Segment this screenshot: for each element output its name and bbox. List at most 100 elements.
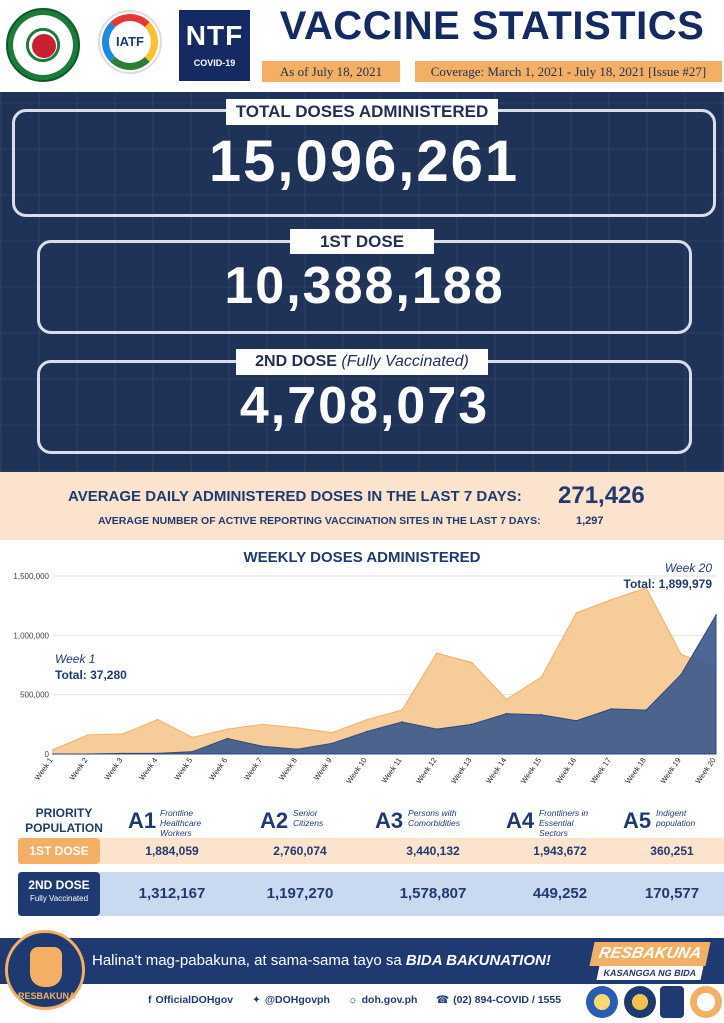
second-dose-point <box>331 742 333 745</box>
second-dose-point <box>505 712 508 715</box>
second-dose-point <box>680 673 682 676</box>
hotline-contact: ☎ (02) 894-COVID / 1555 <box>436 994 561 1006</box>
facebook-handle: OfficialDOHgov <box>155 994 234 1006</box>
first-dose-point <box>87 734 89 736</box>
week1-annotation: Week 1 <box>55 652 95 666</box>
twitter-handle: @DOHgovph <box>264 994 330 1006</box>
y-tick-label: 1,500,000 <box>13 572 49 581</box>
dose-stats-section: TOTAL DOSES ADMINISTERED 15,096,261 1ST … <box>0 92 724 472</box>
category-code: A5 <box>623 808 652 833</box>
total-doses-value: 15,096,261 <box>208 129 520 194</box>
first-dose-point <box>540 676 543 678</box>
first-dose-label: 1ST DOSE <box>290 229 434 254</box>
banner-message-text: Halina't mag-pabakuna, at sama-sama tayo… <box>92 952 406 969</box>
first-dose-point <box>226 728 229 730</box>
first-dose-point <box>296 727 299 729</box>
first-dose-point <box>121 733 124 735</box>
y-tick-label: 1,000,000 <box>13 631 49 640</box>
first-dose-point <box>366 718 368 721</box>
x-tick-label: Week 13 <box>449 756 473 785</box>
first-dose-a1: 1,884,059 <box>145 844 199 858</box>
second-dose-row: 2ND DOSE Fully Vaccinated 1,312,167 1,19… <box>18 872 724 916</box>
header: IATF NTF COVID-19 VACCINE STATISTICS As … <box>0 0 724 92</box>
first-dose-point <box>156 718 159 721</box>
weekly-doses-chart: WEEKLY DOSES ADMINISTERED 0 500,000 1,000,… <box>0 542 724 792</box>
category-code: A3 <box>375 808 404 833</box>
x-tick-label: Week 9 <box>312 756 334 782</box>
second-dose-point <box>191 750 194 753</box>
second-dose-a1: 1,312,167 <box>138 885 206 902</box>
first-dose-a4: 1,943,672 <box>533 844 587 858</box>
second-dose-point <box>575 719 578 722</box>
week20-total-annotation: Total: 1,899,979 <box>624 577 713 591</box>
x-tick-label: Week 2 <box>68 756 90 782</box>
hotline-number: (02) 894-COVID / 1555 <box>453 994 562 1006</box>
x-tick-label: Week 10 <box>344 756 368 785</box>
iatf-logo: IATF <box>98 10 162 74</box>
week1-total-annotation: Total: 37,280 <box>55 668 127 682</box>
second-dose-point <box>436 728 438 730</box>
second-dose-point <box>366 730 368 733</box>
phone-icon: ☎ <box>436 994 450 1006</box>
x-tick-label: Week 17 <box>589 756 613 785</box>
contact-bar: f OfficialDOHgov ✦ @DOHgovph ☼ doh.gov.ph ☎… <box>0 992 724 1012</box>
priority-population-table: PRIORITY POPULATION A1 Frontline Healthc… <box>0 800 724 920</box>
ntf-logo-subtext: COVID-19 <box>193 58 236 68</box>
second-dose-point <box>470 723 473 726</box>
second-dose-point <box>540 714 543 716</box>
second-dose-a4: 449,252 <box>532 885 588 902</box>
second-dose-point <box>261 745 264 748</box>
first-dose-point <box>470 661 473 664</box>
total-doses-label: TOTAL DOSES ADMINISTERED <box>226 99 498 125</box>
pia-logo-icon <box>660 986 684 1018</box>
twitter-contact[interactable]: ✦ @DOHgovph <box>252 994 330 1006</box>
coverage-period: Coverage: March 1, 2021 - July 18, 2021 … <box>415 61 722 82</box>
x-tick-label: Week 3 <box>103 756 125 782</box>
second-dose-point <box>226 737 229 740</box>
dilg-seal-icon <box>690 986 722 1018</box>
agency-seal-icon <box>586 986 618 1018</box>
x-tick-label: Week 1 <box>33 756 55 782</box>
x-tick-label: Week 6 <box>207 756 229 782</box>
first-dose-a3: 3,440,132 <box>406 844 460 858</box>
second-dose-a2: 1,197,270 <box>266 885 334 902</box>
first-dose-point <box>645 587 648 589</box>
resbakuna-logo-text: RESBAKUNA <box>589 942 711 966</box>
second-dose-area <box>53 613 717 755</box>
x-tick-label: Week 18 <box>624 756 648 785</box>
x-tick-label: Week 4 <box>137 756 159 782</box>
first-dose-row: 1ST DOSE 1,884,059 2,760,074 3,440,132 1… <box>18 838 724 864</box>
website-contact[interactable]: ☼ doh.gov.ph <box>348 994 417 1006</box>
x-tick-label: Week 5 <box>172 756 194 782</box>
y-tick-label: 0 <box>45 750 50 759</box>
second-dose-row-note: Fully Vaccinated <box>29 894 89 903</box>
hand-icon <box>30 947 62 987</box>
resbakuna-mascot-logo: RESBAKUNA <box>5 930 85 1010</box>
second-dose-point <box>645 709 648 711</box>
x-tick-label: Week 20 <box>693 756 717 785</box>
category-code: A2 <box>260 808 289 833</box>
category-desc: Frontline Healthcare Workers <box>160 808 202 838</box>
second-dose-label: 2ND DOSE (Fully Vaccinated) <box>236 349 488 375</box>
y-tick-label: 500,000 <box>20 691 49 700</box>
second-dose-a3: 1,578,807 <box>399 885 467 902</box>
second-dose-point <box>715 614 717 616</box>
twitter-icon: ✦ <box>252 994 261 1006</box>
x-tick-label: Week 19 <box>658 756 682 785</box>
globe-icon: ☼ <box>348 994 358 1006</box>
iatf-logo-text: IATF <box>116 34 144 49</box>
banner-message: Halina't mag-pabakuna, at sama-sama tayo… <box>92 952 551 969</box>
resbakuna-logo: RESBAKUNA KASANGGA NG BIDA <box>588 942 712 982</box>
avg-sites-label: AVERAGE NUMBER OF ACTIVE REPORTING VACCI… <box>98 515 541 527</box>
first-dose-row-label: 1ST DOSE <box>18 838 100 864</box>
agency-seal-icon <box>624 986 656 1018</box>
category-desc: Frontliners in Essential Sectors <box>539 808 589 838</box>
first-dose-point <box>436 652 438 654</box>
second-dose-point <box>296 748 299 751</box>
first-dose-point <box>575 611 578 614</box>
facebook-contact[interactable]: f OfficialDOHgov <box>148 994 233 1006</box>
second-dose-value: 4,708,073 <box>239 377 490 435</box>
first-dose-point <box>331 731 333 734</box>
second-dose-point <box>401 721 403 723</box>
